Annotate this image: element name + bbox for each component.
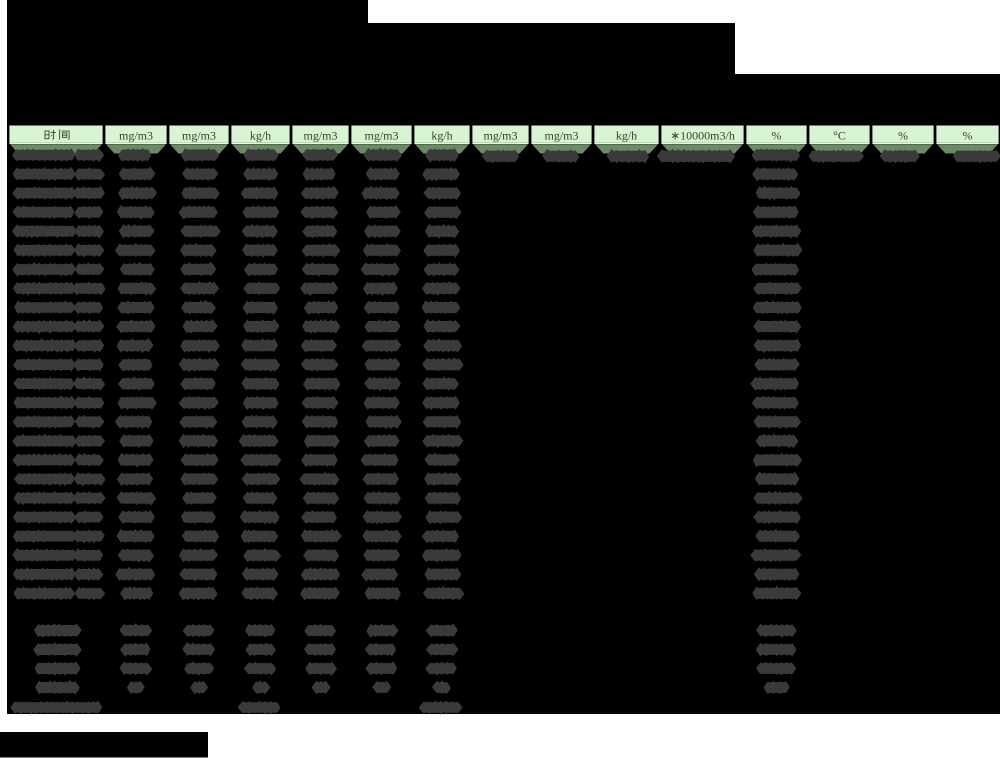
svg-text:%: % xyxy=(898,129,908,143)
svg-text:mg/m3: mg/m3 xyxy=(544,129,578,143)
svg-text:mg/m3: mg/m3 xyxy=(119,129,153,143)
svg-text:kg/h: kg/h xyxy=(431,129,452,143)
svg-text:kg/h: kg/h xyxy=(616,129,637,143)
svg-text:mg/m3: mg/m3 xyxy=(182,129,216,143)
svg-text:°C: °C xyxy=(833,129,846,143)
svg-text:mg/m3: mg/m3 xyxy=(364,129,398,143)
svg-text:%: % xyxy=(772,129,782,143)
svg-text:kg/h: kg/h xyxy=(250,129,271,143)
svg-text:%: % xyxy=(963,129,973,143)
svg-text:∗10000m3/h: ∗10000m3/h xyxy=(670,129,735,143)
svg-text:mg/m3: mg/m3 xyxy=(483,129,517,143)
svg-text:mg/m3: mg/m3 xyxy=(303,129,337,143)
